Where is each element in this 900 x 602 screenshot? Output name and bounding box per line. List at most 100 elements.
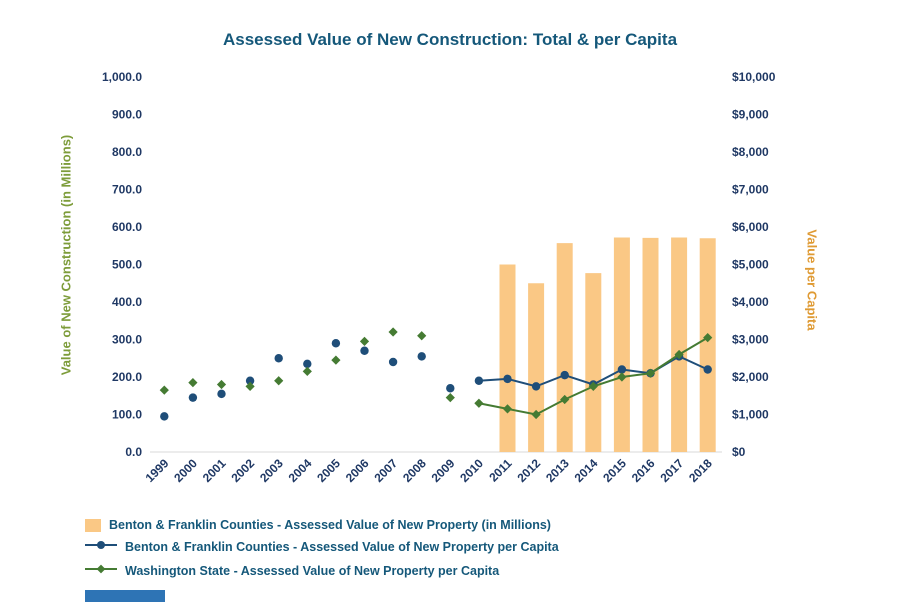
x-axis-tick-label: 2017 xyxy=(657,456,686,485)
x-axis-tick-label: 2003 xyxy=(257,456,286,485)
marker-diamond-2001 xyxy=(216,379,227,390)
marker-diamond-2016 xyxy=(645,368,656,378)
legend-item-counties-line: Benton & Franklin Counties - Assessed Va… xyxy=(85,538,559,556)
marker-circle-2009 xyxy=(446,384,455,393)
left-axis-title: Value of New Construction (in Millions) xyxy=(58,134,74,376)
marker-circle-1999 xyxy=(160,412,169,421)
x-axis-tick-label: 2011 xyxy=(486,456,515,485)
legend-label-counties-line: Benton & Franklin Counties - Assessed Va… xyxy=(125,540,559,554)
legend-item-bars: Benton & Franklin Counties - Assessed Va… xyxy=(85,518,559,532)
marker-circle-2007 xyxy=(388,357,398,367)
chart-title: Assessed Value of New Construction: Tota… xyxy=(222,30,678,49)
right-axis-tick-label: $3,000 xyxy=(732,333,769,347)
bar-2016 xyxy=(642,237,659,452)
marker-circle-2003 xyxy=(274,354,283,363)
marker-circle-2018 xyxy=(703,365,712,374)
x-axis-tick-label: 2004 xyxy=(286,456,315,485)
marker-diamond-2012 xyxy=(531,409,541,420)
right-axis-tick-label: $2,000 xyxy=(732,370,769,384)
left-axis-tick-label: 300.0 xyxy=(112,333,142,347)
legend-label-state-line: Washington State - Assessed Value of New… xyxy=(125,564,500,578)
right-axis-tick-label: $10,000 xyxy=(732,70,776,84)
bar-2012 xyxy=(528,283,545,452)
footer-bar xyxy=(85,590,165,602)
legend-item-state-line: Washington State - Assessed Value of New… xyxy=(85,562,559,580)
marker-diamond-2002 xyxy=(245,381,255,391)
bar-swatch-icon xyxy=(85,518,101,532)
left-axis-tick-label: 600.0 xyxy=(112,220,142,234)
marker-diamond-2006 xyxy=(359,336,370,346)
marker-diamond-2004 xyxy=(302,366,312,376)
left-axis-tick-label: 0.0 xyxy=(125,445,142,459)
marker-circle-2005 xyxy=(331,339,341,348)
marker-diamond-2013 xyxy=(560,394,570,405)
x-axis-tick-label: 2008 xyxy=(400,456,429,485)
bar-2014 xyxy=(585,273,602,452)
marker-diamond-2003 xyxy=(274,376,284,386)
x-axis-tick-label: 2007 xyxy=(371,456,400,485)
line-circle-swatch-icon xyxy=(85,538,117,556)
marker-diamond-2010 xyxy=(474,398,484,408)
marker-diamond-2017 xyxy=(674,349,684,360)
marker-diamond-2015 xyxy=(617,372,627,382)
x-axis-tick-label: 2002 xyxy=(228,456,257,485)
marker-diamond-2008 xyxy=(417,331,427,341)
legend-label-bars: Benton & Franklin Counties - Assessed Va… xyxy=(109,518,551,532)
left-axis-tick-label: 1,000.0 xyxy=(102,70,142,84)
bar-2018 xyxy=(699,238,716,452)
right-axis-tick-label: $1,000 xyxy=(732,408,769,422)
chart-legend: Benton & Franklin Counties - Assessed Va… xyxy=(85,518,559,580)
marker-diamond-2007 xyxy=(388,327,398,337)
left-axis-tick-label: 100.0 xyxy=(112,408,142,422)
x-axis-tick-label: 2014 xyxy=(572,456,601,485)
left-axis-tick-label: 800.0 xyxy=(112,145,142,159)
marker-circle-2011 xyxy=(503,374,512,384)
x-axis-tick-label: 2006 xyxy=(343,456,372,485)
marker-diamond-2018 xyxy=(703,333,713,343)
x-axis-tick-label: 2012 xyxy=(514,456,543,485)
marker-diamond-2014 xyxy=(588,381,598,391)
right-axis-tick-label: $4,000 xyxy=(732,295,769,309)
marker-diamond-2005 xyxy=(331,355,341,365)
left-axis-tick-label: 900.0 xyxy=(112,108,142,122)
marker-circle-2010 xyxy=(474,376,484,385)
marker-circle-2001 xyxy=(217,389,226,399)
marker-diamond-2009 xyxy=(445,393,455,403)
marker-diamond-2000 xyxy=(188,378,198,388)
x-axis-tick-label: 2000 xyxy=(171,456,200,485)
right-axis-tick-label: $8,000 xyxy=(732,145,769,159)
x-axis-tick-label: 2018 xyxy=(686,456,715,485)
right-axis-tick-label: $5,000 xyxy=(732,258,769,272)
marker-diamond-1999 xyxy=(159,385,169,395)
left-axis-tick-label: 500.0 xyxy=(112,258,142,272)
right-axis-tick-label: $9,000 xyxy=(732,108,769,122)
x-axis-tick-label: 2013 xyxy=(543,456,572,485)
marker-circle-2002 xyxy=(245,376,255,385)
line-diamond-swatch-icon xyxy=(85,562,117,580)
left-axis-tick-label: 400.0 xyxy=(112,295,142,309)
marker-diamond-2011 xyxy=(502,404,513,414)
bar-2015 xyxy=(613,237,630,452)
marker-circle-2015 xyxy=(617,365,627,374)
marker-circle-2000 xyxy=(188,393,198,402)
right-axis-tick-label: $0 xyxy=(732,445,746,459)
bar-2011 xyxy=(499,264,516,452)
x-axis-tick-label: 2001 xyxy=(200,456,229,485)
x-axis-tick-label: 2015 xyxy=(600,456,629,485)
marker-circle-2006 xyxy=(360,346,369,355)
marker-circle-2013 xyxy=(560,370,569,380)
right-axis-tick-label: $6,000 xyxy=(732,220,769,234)
chart-plot-area: 1,000.0 900.0 800.0 700.0 600.0 500.0 400.0 300… xyxy=(102,70,776,485)
left-axis-tick-label: 200.0 xyxy=(112,370,142,384)
x-axis-tick-label: 2010 xyxy=(457,456,486,485)
marker-circle-2012 xyxy=(531,382,541,391)
x-axis-tick-label: 2005 xyxy=(314,456,343,485)
x-axis-tick-label: 2009 xyxy=(429,456,458,485)
x-axis-tick-label: 1999 xyxy=(143,456,172,485)
right-axis-tick-label: $7,000 xyxy=(732,183,769,197)
left-axis-tick-label: 700.0 xyxy=(112,183,142,197)
marker-circle-2008 xyxy=(417,352,426,361)
bar-2017 xyxy=(671,237,688,452)
x-axis-tick-label: 2016 xyxy=(629,456,658,485)
bar-2013 xyxy=(556,243,573,452)
